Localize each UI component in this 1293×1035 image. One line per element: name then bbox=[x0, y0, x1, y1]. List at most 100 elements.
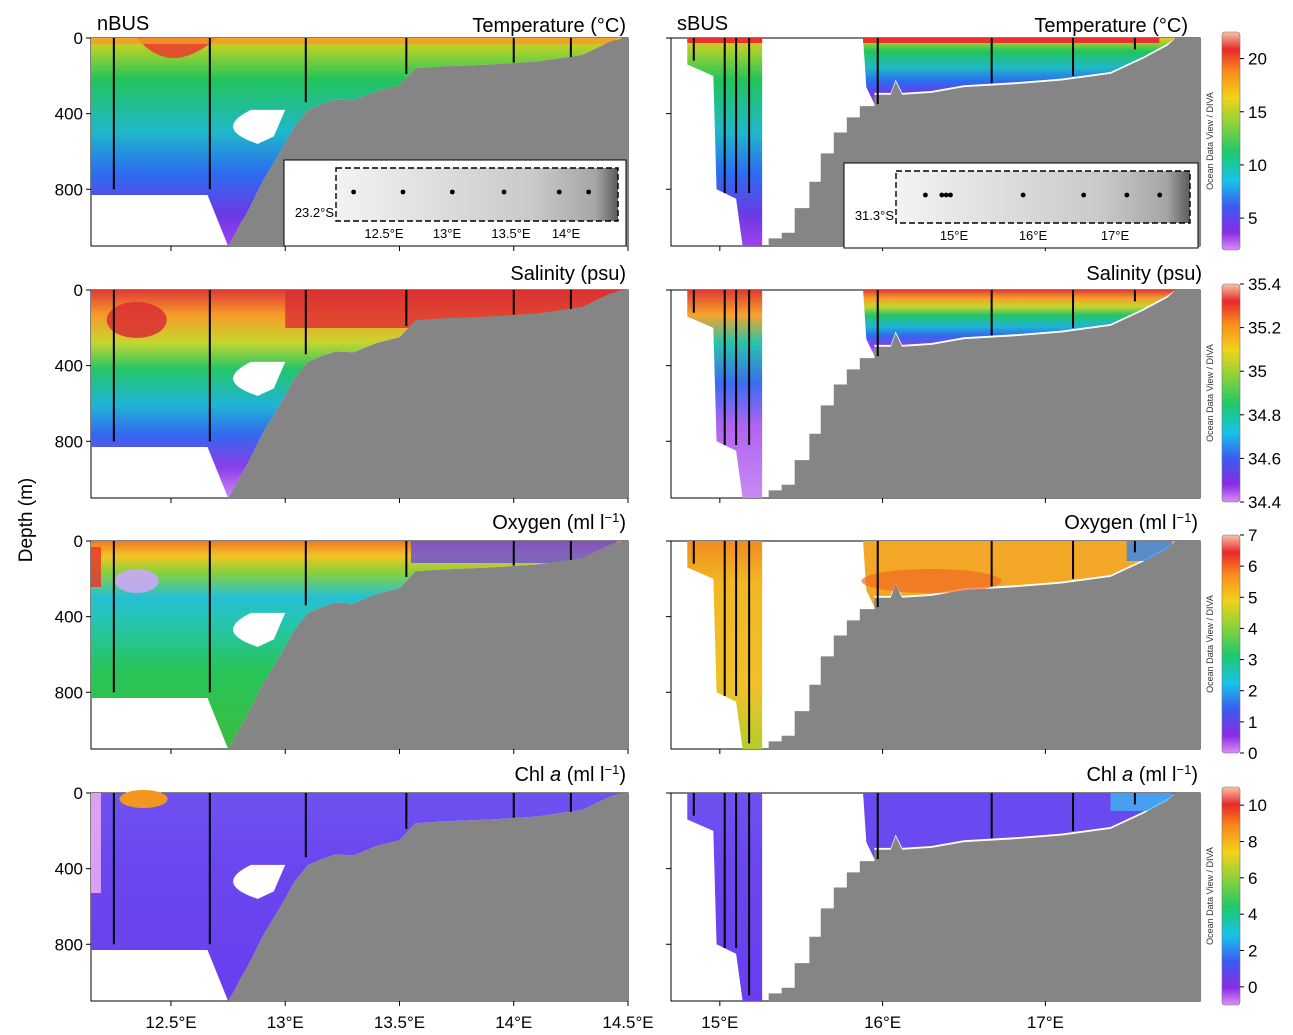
panel-title: Temperature (°C) bbox=[472, 15, 626, 37]
y-tick-label: 400 bbox=[55, 357, 83, 376]
title-tail: ) bbox=[1191, 512, 1198, 534]
inset-station-dot bbox=[501, 189, 507, 195]
x-tick-label: 16°E bbox=[864, 1013, 901, 1032]
data-field bbox=[91, 793, 624, 1001]
data-field bbox=[91, 541, 624, 749]
title-tail: ) bbox=[619, 512, 626, 534]
colorbar-tick-label: 10 bbox=[1248, 156, 1267, 175]
colorbar-tick-label: 35.2 bbox=[1248, 319, 1281, 338]
title-italic: a bbox=[550, 764, 561, 786]
inset-latitude-label: 31.3°S bbox=[855, 208, 895, 223]
inset-map bbox=[335, 167, 619, 222]
title-sup: −1 bbox=[605, 510, 620, 525]
title-pre: Chl bbox=[1086, 764, 1122, 786]
title-sup: −1 bbox=[1177, 762, 1192, 777]
bathymetry bbox=[768, 541, 1200, 749]
colorbar-tick-label: 7 bbox=[1248, 526, 1257, 545]
inset-x-tick-label: 12.5°E bbox=[364, 226, 404, 241]
colorbar-tick-label: 35 bbox=[1248, 362, 1267, 381]
x-tick-label: 15°E bbox=[701, 1013, 738, 1032]
bathymetry bbox=[228, 793, 628, 1001]
panel-title: Temperature (°C) bbox=[1034, 15, 1188, 37]
inset-x-tick-label: 13°E bbox=[433, 226, 462, 241]
colorbar: 34.4 34.6 34.8 35 35.2 35.4 Ocean Data View / … bbox=[1205, 275, 1281, 512]
inset-x-tick-label: 14°E bbox=[552, 226, 581, 241]
odv-watermark: Ocean Data View / DIVA bbox=[1205, 847, 1215, 945]
missing-data-gap bbox=[233, 612, 286, 647]
inset-station-dot bbox=[449, 189, 455, 195]
panel-sbus-oxygen: Oxygen (ml l−1) bbox=[666, 510, 1201, 754]
colorbar-tick-label: 4 bbox=[1248, 905, 1257, 924]
inset-station-dot bbox=[1020, 192, 1026, 198]
inset-station-dot bbox=[400, 189, 406, 195]
bathymetry bbox=[228, 290, 628, 498]
title-italic: a bbox=[1122, 764, 1133, 786]
inset-x-tick-label: 13.5°E bbox=[491, 226, 531, 241]
panel-title: Chl a (ml l−1) bbox=[514, 762, 626, 787]
colorbar-tick-label: 2 bbox=[1248, 682, 1257, 701]
bathymetry bbox=[228, 541, 628, 749]
inset-station-dot bbox=[1124, 192, 1130, 198]
data-field bbox=[91, 290, 624, 498]
colorbar: 0 1 2 3 4 5 6 7 Ocean Data View / DIVA bbox=[1205, 526, 1257, 763]
chl-max bbox=[119, 790, 168, 808]
colorbar-tick-label: 34.8 bbox=[1248, 406, 1281, 425]
colorbar-tick-label: 0 bbox=[1248, 978, 1257, 997]
colorbar: 0 2 4 6 8 10 Ocean Data View / DIVA bbox=[1205, 786, 1267, 1006]
inset-station-dot bbox=[586, 189, 592, 195]
odv-watermark: Ocean Data View / DIVA bbox=[1205, 344, 1215, 442]
colorbar-tick-label: 2 bbox=[1248, 942, 1257, 961]
data-field-shelf bbox=[863, 793, 1176, 860]
colorbar-tick-label: 4 bbox=[1248, 619, 1257, 638]
y-tick-label: 800 bbox=[55, 432, 83, 451]
colorbar-scale bbox=[1221, 786, 1241, 1006]
panel-nbus-oxygen: 0 400 800 Oxygen (ml l−1) bbox=[55, 510, 629, 754]
panel-title: Oxygen (ml l−1) bbox=[1064, 510, 1198, 535]
y-tick-label: 800 bbox=[55, 683, 83, 702]
y-tick-label: 400 bbox=[55, 860, 83, 879]
panel-sbus-chl-a: Chl a (ml l−1) bbox=[666, 762, 1201, 1006]
panel-title: Oxygen (ml l−1) bbox=[492, 510, 626, 535]
inset-map-nbus: 23.2°S 12.5°E 13°E 13.5°E 14°E bbox=[283, 159, 627, 247]
inset-x-tick-label: 17°E bbox=[1101, 228, 1130, 243]
colorbar-tick-label: 35.4 bbox=[1248, 275, 1281, 294]
colorbar-tick-label: 3 bbox=[1248, 651, 1257, 670]
x-tick-label: 13.5°E bbox=[374, 1013, 425, 1032]
inset-station-dot bbox=[1081, 192, 1087, 198]
x-axis-labels: 12.5°E 13°E 13.5°E 14°E 14.5°E 15°E 16°E 17°E bbox=[145, 1013, 1064, 1032]
x-tick-label: 13°E bbox=[267, 1013, 304, 1032]
missing-data-gap bbox=[233, 109, 286, 144]
colorbar: 5 10 15 20 Ocean Data View / DIVA bbox=[1205, 31, 1267, 251]
chl-edge bbox=[91, 793, 101, 893]
inset-map-sbus: 31.3°S 15°E 16°E 17°E bbox=[843, 162, 1199, 249]
colorbar-tick-label: 5 bbox=[1248, 588, 1257, 607]
colorbar-tick-label: 34.6 bbox=[1248, 449, 1281, 468]
colorbar-tick-label: 34.4 bbox=[1248, 493, 1281, 512]
odv-watermark: Ocean Data View / DIVA bbox=[1205, 595, 1215, 693]
title-sup: −1 bbox=[1177, 510, 1192, 525]
y-tick-label: 0 bbox=[74, 29, 83, 48]
title-main: (ml l bbox=[1133, 764, 1176, 786]
colorbar-tick-label: 20 bbox=[1248, 50, 1267, 69]
title-tail: ) bbox=[1191, 764, 1198, 786]
panel-title: Chl a (ml l−1) bbox=[1086, 762, 1198, 787]
y-tick-label: 0 bbox=[74, 532, 83, 551]
colorbar-scale bbox=[1221, 31, 1241, 251]
y-tick-label: 400 bbox=[55, 105, 83, 124]
colorbar-tick-label: 10 bbox=[1248, 796, 1267, 815]
inset-station-dot bbox=[943, 192, 949, 198]
y-tick-label: 800 bbox=[55, 180, 83, 199]
panel-sbus-salinity: Salinity (psu) bbox=[666, 263, 1202, 503]
colorbar-tick-label: 15 bbox=[1248, 103, 1267, 122]
inset-map bbox=[895, 170, 1191, 224]
title-sup: −1 bbox=[605, 762, 620, 777]
inset-station-dot bbox=[923, 192, 928, 198]
colorbar-tick-label: 8 bbox=[1248, 833, 1257, 852]
colorbar-scale bbox=[1221, 283, 1241, 503]
data-field-shelf bbox=[863, 38, 1176, 105]
colorbar-tick-label: 0 bbox=[1248, 744, 1257, 763]
low-oxygen-core bbox=[114, 569, 159, 593]
y-tick-label: 0 bbox=[74, 784, 83, 803]
panel-nbus-salinity: 0 400 800 Salinity (psu) bbox=[55, 263, 629, 503]
